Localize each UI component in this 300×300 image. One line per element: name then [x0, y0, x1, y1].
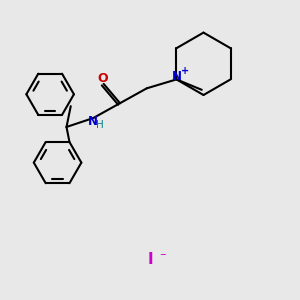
Text: I: I — [147, 253, 153, 268]
Text: O: O — [98, 72, 108, 85]
Text: ⁻: ⁻ — [159, 251, 166, 264]
Text: H: H — [96, 120, 104, 130]
Text: N: N — [88, 115, 98, 128]
Text: +: + — [181, 66, 189, 76]
Text: N: N — [172, 70, 182, 83]
